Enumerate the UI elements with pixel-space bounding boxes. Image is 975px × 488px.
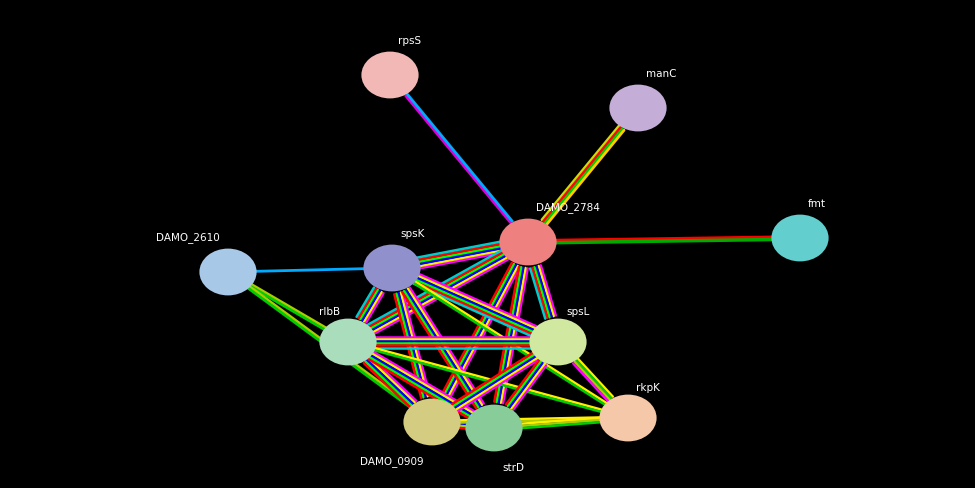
Text: strD: strD <box>502 463 524 473</box>
Ellipse shape <box>465 405 523 451</box>
Ellipse shape <box>320 319 376 366</box>
Ellipse shape <box>404 399 460 446</box>
Ellipse shape <box>529 319 587 366</box>
Text: rkpK: rkpK <box>636 383 660 393</box>
Text: fmt: fmt <box>808 199 826 209</box>
Ellipse shape <box>200 248 256 295</box>
Text: spsL: spsL <box>566 307 589 317</box>
Ellipse shape <box>499 219 557 265</box>
Ellipse shape <box>364 244 420 291</box>
Ellipse shape <box>362 52 418 99</box>
Text: DAMO_2784: DAMO_2784 <box>536 203 600 213</box>
Text: rlbB: rlbB <box>319 307 340 317</box>
Ellipse shape <box>771 215 829 262</box>
Text: rpsS: rpsS <box>398 36 421 46</box>
Text: spsK: spsK <box>400 229 424 239</box>
Text: manC: manC <box>646 69 677 79</box>
Text: DAMO_0909: DAMO_0909 <box>361 457 424 468</box>
Text: DAMO_2610: DAMO_2610 <box>156 233 220 244</box>
Ellipse shape <box>600 395 656 442</box>
Ellipse shape <box>609 84 667 131</box>
